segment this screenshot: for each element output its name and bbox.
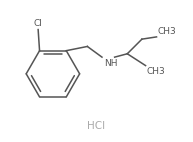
Text: HCl: HCl: [87, 121, 106, 131]
Text: CH3: CH3: [147, 67, 166, 76]
Text: CH3: CH3: [158, 27, 177, 36]
Text: NH: NH: [104, 59, 118, 68]
Text: Cl: Cl: [34, 19, 43, 28]
